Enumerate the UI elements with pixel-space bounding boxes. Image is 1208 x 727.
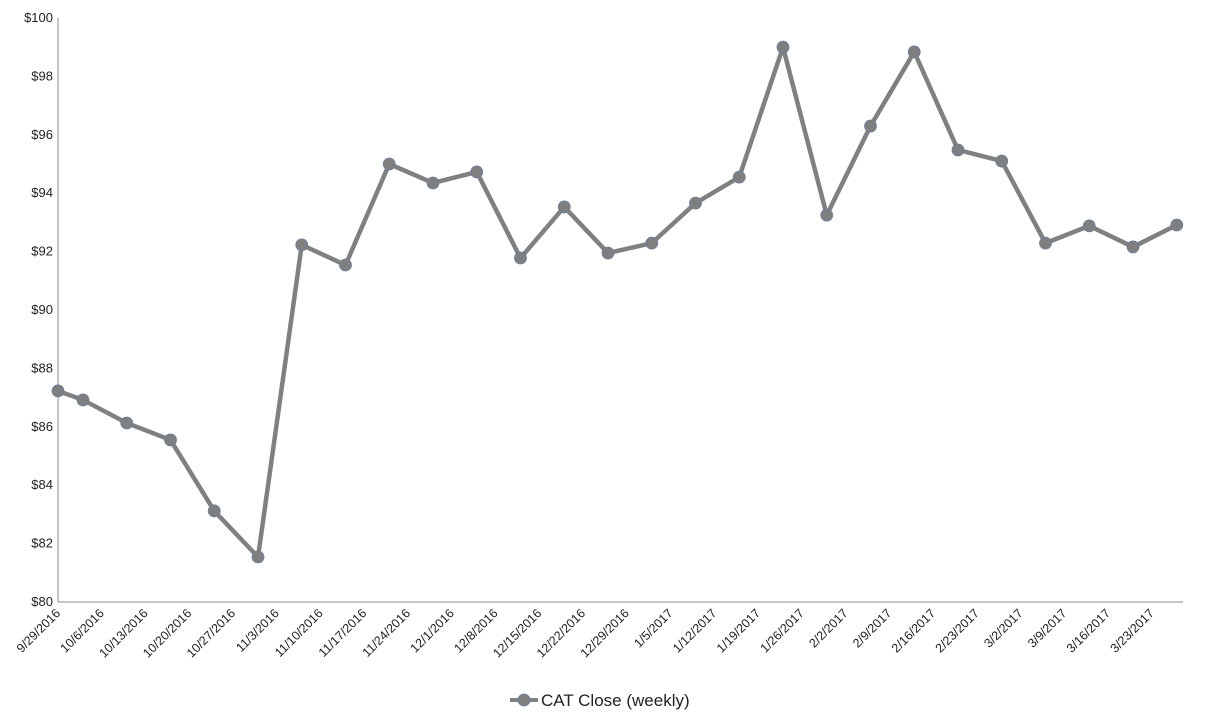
data-point: [951, 143, 965, 157]
data-point: [601, 246, 615, 260]
x-tick-label: 11/24/2016: [360, 606, 414, 660]
data-point: [1039, 236, 1052, 250]
data-point: [732, 170, 746, 184]
x-tick-label: 2/9/2017: [850, 606, 894, 650]
y-tick-label: $82: [31, 536, 53, 551]
data-point: [776, 40, 790, 54]
data-point: [339, 258, 352, 272]
data-point: [995, 154, 1009, 168]
data-point: [514, 251, 527, 265]
x-tick-label: 12/1/2016: [408, 606, 457, 655]
x-tick-label: 1/19/2017: [714, 606, 763, 655]
data-point: [251, 550, 265, 564]
data-point: [1170, 218, 1184, 232]
series-group: [51, 40, 1184, 564]
x-tick-label: 2/23/2017: [933, 606, 982, 655]
data-point: [557, 200, 571, 214]
legend-marker: [517, 693, 531, 707]
data-point: [1082, 219, 1096, 233]
y-tick-label: $84: [31, 477, 53, 492]
y-tick-label: $86: [31, 419, 53, 434]
data-point: [470, 165, 484, 179]
x-tick-label: 3/16/2017: [1064, 606, 1113, 655]
data-point: [76, 393, 90, 407]
data-point: [1126, 240, 1140, 254]
data-point: [207, 504, 221, 518]
legend: CAT Close (weekly): [510, 691, 690, 710]
data-point: [382, 157, 396, 171]
data-point: [864, 119, 877, 133]
data-point: [295, 238, 309, 252]
data-point: [51, 384, 65, 398]
y-axis-ticks: $80 $82 $84 $86 $88 $90 $92 $94 $96 $98 $100: [24, 10, 53, 609]
data-point: [120, 416, 134, 430]
y-tick-label: $100: [24, 10, 53, 25]
x-tick-label: 2/2/2017: [806, 606, 850, 650]
y-tick-label: $88: [31, 360, 53, 375]
axes: [57, 18, 1183, 603]
x-tick-label: 3/9/2017: [1025, 606, 1069, 650]
y-tick-label: $80: [31, 594, 53, 609]
x-tick-label: 9/29/2016: [14, 606, 63, 655]
y-tick-label: $98: [31, 68, 53, 83]
x-tick-label: 2/16/2017: [889, 606, 938, 655]
data-point: [689, 196, 702, 210]
data-point: [426, 176, 440, 190]
data-point: [820, 208, 834, 222]
x-axis-ticks: 9/29/201610/6/201610/13/201610/20/201610…: [14, 606, 1157, 660]
data-point: [645, 236, 659, 250]
x-tick-label: 3/2/2017: [981, 606, 1025, 650]
x-tick-label: 1/26/2017: [758, 606, 807, 655]
x-tick-label: 1/5/2017: [631, 606, 675, 650]
y-tick-label: $92: [31, 244, 53, 259]
x-tick-label: 3/23/2017: [1108, 606, 1157, 655]
legend-label: CAT Close (weekly): [541, 691, 690, 710]
series-line: [57, 44, 1178, 560]
y-tick-label: $96: [31, 127, 53, 142]
y-tick-label: $94: [31, 185, 53, 200]
data-point: [907, 45, 921, 59]
data-point: [164, 433, 177, 447]
x-tick-label: 1/12/2017: [670, 606, 719, 655]
y-tick-label: $90: [31, 302, 53, 317]
